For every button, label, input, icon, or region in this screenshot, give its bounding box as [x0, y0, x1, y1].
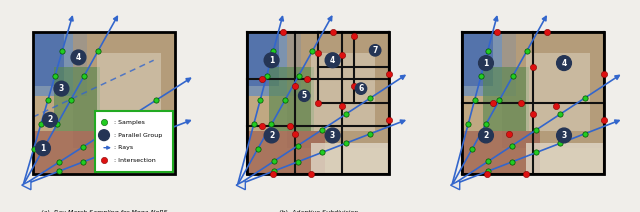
Circle shape [298, 90, 310, 101]
Circle shape [264, 53, 279, 68]
Circle shape [355, 83, 367, 94]
Text: 1: 1 [269, 56, 274, 65]
Bar [269, 67, 314, 131]
Bar [311, 142, 389, 174]
Bar [248, 32, 301, 96]
Circle shape [99, 130, 109, 141]
Circle shape [557, 128, 572, 143]
Text: (b). Adaptive Subdivision: (b). Adaptive Subdivision [279, 210, 358, 212]
Bar [462, 32, 516, 96]
Text: : Samples: : Samples [114, 120, 145, 125]
Polygon shape [451, 180, 460, 190]
Text: 2: 2 [483, 131, 488, 140]
Bar [97, 53, 161, 131]
Bar [287, 32, 389, 148]
Bar [311, 53, 375, 131]
Text: (a). Ray March Sampling for Mega-NeRF: (a). Ray March Sampling for Mega-NeRF [41, 210, 167, 212]
Circle shape [36, 141, 51, 156]
Text: 4: 4 [561, 59, 566, 68]
Circle shape [479, 56, 493, 70]
Circle shape [71, 50, 86, 65]
Circle shape [479, 128, 493, 143]
Bar [248, 32, 389, 174]
Circle shape [264, 128, 279, 143]
Bar [462, 32, 493, 86]
Bar [248, 32, 389, 174]
Bar [462, 32, 604, 174]
Text: : Rays: : Rays [114, 145, 133, 150]
Bar [248, 131, 326, 174]
Text: 3: 3 [330, 131, 335, 140]
Text: 3: 3 [561, 131, 566, 140]
Text: 6: 6 [358, 84, 364, 93]
Text: 2: 2 [269, 131, 274, 140]
FancyBboxPatch shape [95, 111, 173, 172]
Circle shape [369, 45, 381, 56]
Bar [33, 131, 111, 174]
Bar [33, 32, 87, 96]
Text: 4: 4 [330, 56, 335, 65]
Text: 1: 1 [40, 144, 45, 153]
Text: 3: 3 [59, 84, 64, 93]
Bar [483, 67, 529, 131]
Bar [525, 142, 604, 174]
Bar [462, 131, 540, 174]
Bar [33, 32, 175, 174]
Circle shape [325, 53, 340, 68]
Bar [502, 32, 604, 148]
Text: 4: 4 [76, 53, 81, 62]
Text: 5: 5 [301, 91, 307, 100]
Circle shape [54, 81, 69, 96]
Text: 1: 1 [483, 59, 488, 68]
Text: : Intersection: : Intersection [114, 158, 156, 163]
Bar [54, 67, 100, 131]
Text: 2: 2 [47, 115, 52, 124]
Bar [33, 32, 175, 174]
Bar [73, 32, 175, 148]
Bar [33, 32, 64, 86]
Bar [97, 142, 175, 174]
Bar [525, 53, 589, 131]
Bar [248, 32, 278, 86]
Circle shape [557, 56, 572, 70]
Text: 7: 7 [372, 46, 378, 55]
Circle shape [325, 128, 340, 143]
Text: : Parallel Group: : Parallel Group [114, 133, 162, 138]
Polygon shape [22, 180, 31, 190]
Polygon shape [236, 180, 245, 190]
Circle shape [43, 113, 58, 127]
Bar [462, 32, 604, 174]
